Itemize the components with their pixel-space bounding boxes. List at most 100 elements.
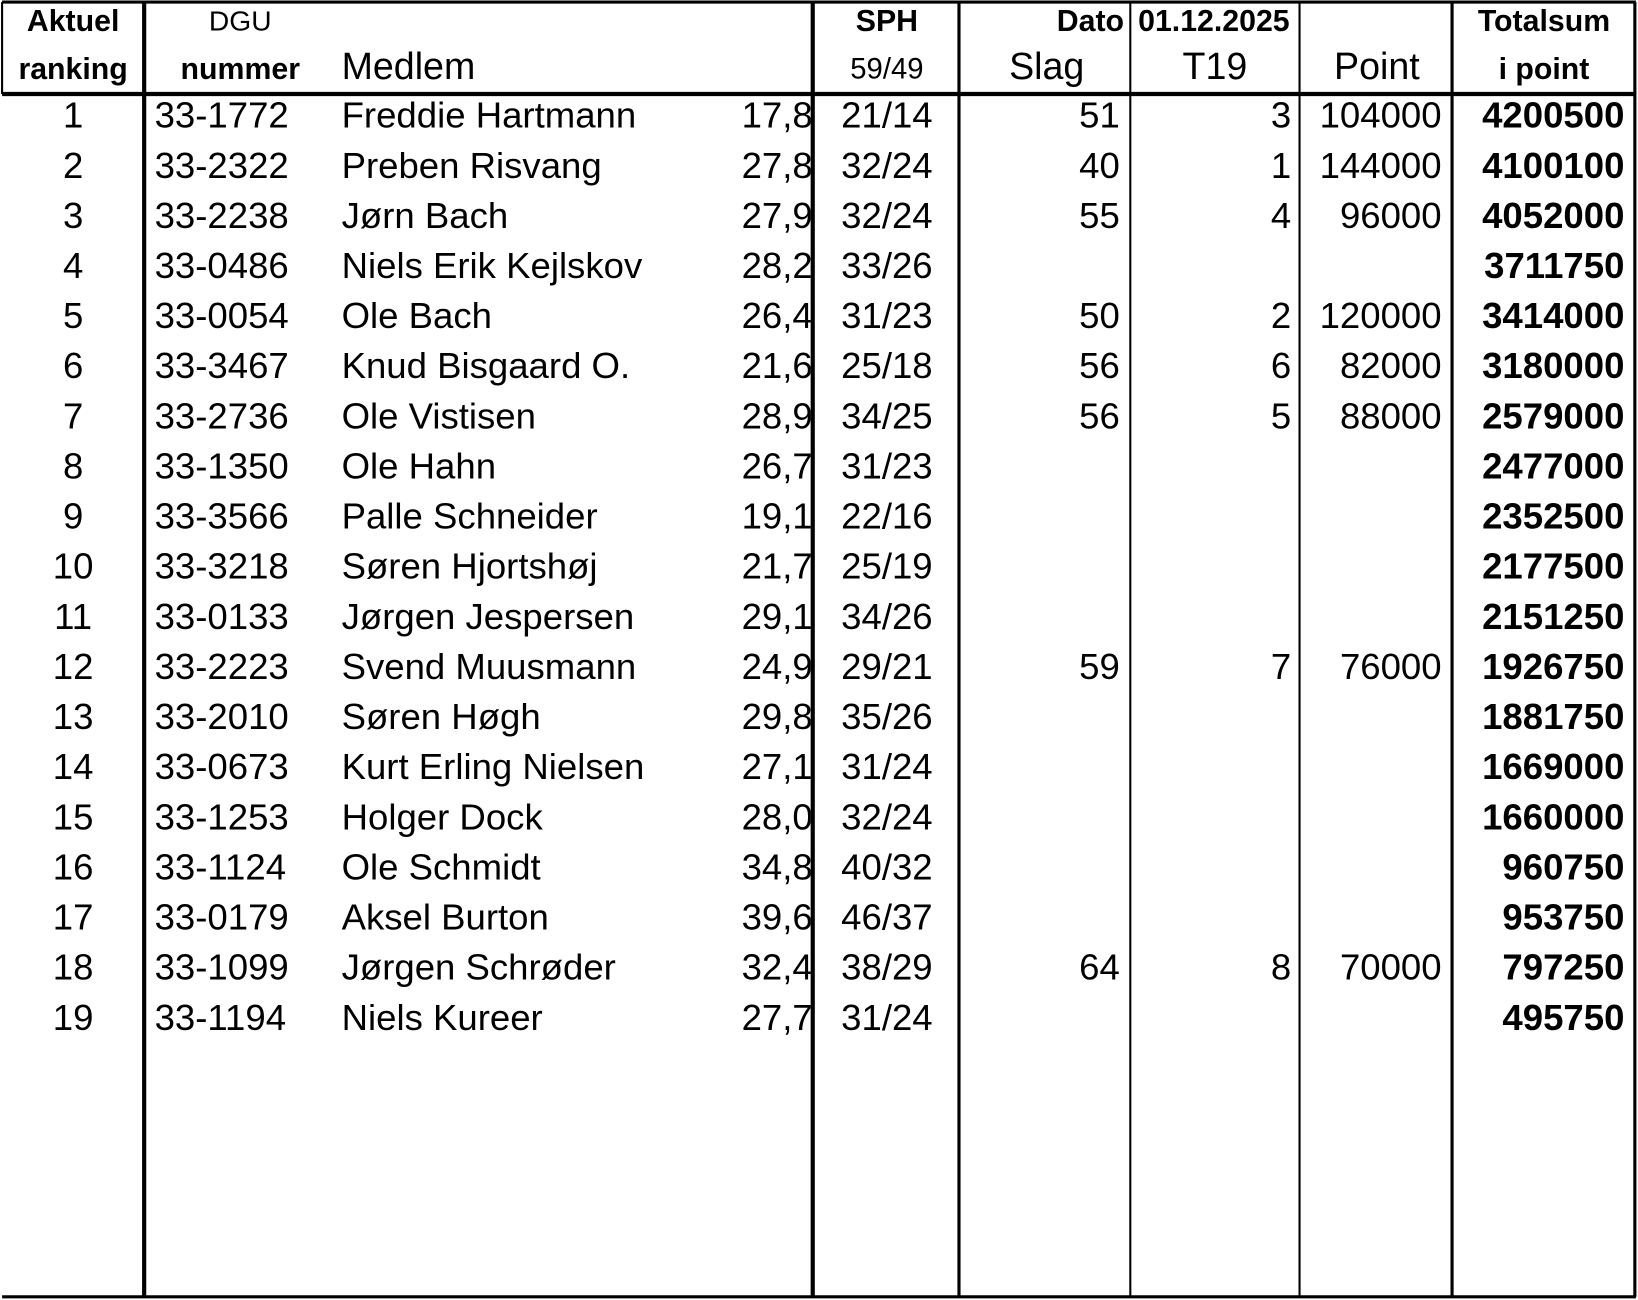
t19-cell: 4 — [1271, 195, 1291, 236]
rank-cell: 19 — [53, 997, 94, 1038]
sph-cell: 38/29 — [841, 947, 932, 988]
header-cell: Medlem — [342, 45, 476, 87]
handicap-cell: 21,6 — [742, 345, 813, 386]
header-cell: SPH — [856, 5, 918, 38]
total-cell: 1881750 — [1482, 696, 1624, 737]
member-cell: Søren Høgh — [342, 696, 541, 737]
total-cell: 4200500 — [1482, 95, 1624, 136]
sph-cell: 33/26 — [841, 245, 932, 286]
sph-cell: 31/24 — [841, 997, 932, 1038]
member-cell: Preben Risvang — [342, 145, 602, 186]
header-cell: i point — [1499, 53, 1590, 86]
strokes-cell: 51 — [1079, 95, 1120, 136]
header-cell: Dato — [1057, 5, 1124, 38]
t19-cell: 8 — [1271, 947, 1291, 988]
sph-cell: 31/23 — [841, 445, 932, 486]
handicap-cell: 32,4 — [742, 947, 813, 988]
dgu-cell: 33-0133 — [155, 596, 289, 637]
dgu-cell: 33-1099 — [155, 947, 289, 988]
member-cell: Ole Bach — [342, 295, 492, 336]
header-cell: Totalsum — [1478, 5, 1610, 38]
sph-cell: 21/14 — [841, 95, 932, 136]
points-cell: 70000 — [1340, 947, 1442, 988]
member-cell: Palle Schneider — [342, 496, 598, 537]
member-cell: Niels Erik Kejlskov — [342, 245, 643, 286]
points-cell: 104000 — [1320, 95, 1442, 136]
member-cell: Svend Muusmann — [342, 646, 637, 687]
handicap-cell: 26,7 — [742, 445, 813, 486]
rank-cell: 13 — [53, 696, 94, 737]
handicap-cell: 17,8 — [742, 95, 813, 136]
header-cell: Aktuel — [27, 5, 120, 38]
handicap-cell: 27,8 — [742, 145, 813, 186]
handicap-cell: 27,7 — [742, 997, 813, 1038]
strokes-cell: 55 — [1079, 195, 1120, 236]
member-cell: Søren Hjortshøj — [342, 546, 598, 587]
sph-cell: 29/21 — [841, 646, 932, 687]
total-cell: 953750 — [1502, 897, 1624, 938]
sph-cell: 25/18 — [841, 345, 932, 386]
header-cell: 01.12.2025 — [1138, 5, 1290, 38]
dgu-cell: 33-1772 — [155, 95, 289, 136]
strokes-cell: 50 — [1079, 295, 1120, 336]
rank-cell: 8 — [63, 445, 83, 486]
t19-cell: 1 — [1271, 145, 1291, 186]
t19-cell: 3 — [1271, 95, 1291, 136]
dgu-cell: 33-0054 — [155, 295, 289, 336]
dgu-cell: 33-2238 — [155, 195, 289, 236]
member-cell: Kurt Erling Nielsen — [342, 746, 645, 787]
strokes-cell: 59 — [1079, 646, 1120, 687]
rank-cell: 17 — [53, 897, 94, 938]
member-cell: Jørgen Jespersen — [342, 596, 635, 637]
rank-cell: 18 — [53, 947, 94, 988]
member-cell: Holger Dock — [342, 796, 544, 837]
t19-cell: 7 — [1271, 646, 1291, 687]
header-cell: nummer — [181, 53, 301, 86]
handicap-cell: 29,8 — [742, 696, 813, 737]
t19-cell: 6 — [1271, 345, 1291, 386]
header-cell: Point — [1334, 45, 1420, 87]
rank-cell: 3 — [63, 195, 83, 236]
dgu-cell: 33-3566 — [155, 496, 289, 537]
total-cell: 1669000 — [1482, 746, 1624, 787]
points-cell: 76000 — [1340, 646, 1442, 687]
dgu-cell: 33-1194 — [155, 997, 286, 1038]
dgu-cell: 33-2736 — [155, 395, 289, 436]
handicap-cell: 27,9 — [742, 195, 813, 236]
rank-cell: 1 — [63, 95, 83, 136]
points-cell: 144000 — [1320, 145, 1442, 186]
table-body: 1 33-1772 Freddie Hartmann 17,8 21/14 51 3 1040… — [53, 95, 1625, 1038]
total-cell: 960750 — [1502, 846, 1624, 887]
rank-cell: 7 — [63, 395, 83, 436]
dgu-cell: 33-0673 — [155, 746, 289, 787]
handicap-cell: 29,1 — [742, 596, 813, 637]
sph-cell: 32/24 — [841, 796, 932, 837]
handicap-cell: 28,0 — [742, 796, 813, 837]
rank-cell: 12 — [53, 646, 94, 687]
total-cell: 3414000 — [1482, 295, 1624, 336]
member-cell: Jørn Bach — [342, 195, 509, 236]
dgu-cell: 33-1124 — [155, 846, 286, 887]
dgu-cell: 33-1350 — [155, 445, 289, 486]
header-cell: ranking — [18, 53, 127, 86]
points-cell: 88000 — [1340, 395, 1442, 436]
handicap-cell: 27,1 — [742, 746, 813, 787]
header-cell: Slag — [1009, 45, 1084, 87]
total-cell: 2477000 — [1482, 445, 1624, 486]
rank-cell: 2 — [63, 145, 83, 186]
total-cell: 2151250 — [1482, 596, 1624, 637]
sph-cell: 34/26 — [841, 596, 932, 637]
rank-cell: 10 — [53, 546, 94, 587]
rank-cell: 16 — [53, 846, 94, 887]
header-cell: 59/49 — [850, 54, 923, 86]
total-cell: 1926750 — [1482, 646, 1624, 687]
total-cell: 2579000 — [1482, 395, 1624, 436]
total-cell: 2177500 — [1482, 546, 1624, 587]
member-cell: Freddie Hartmann — [342, 95, 637, 136]
dgu-cell: 33-0486 — [155, 245, 289, 286]
member-cell: Knud Bisgaard O. — [342, 345, 631, 386]
sph-cell: 32/24 — [841, 145, 932, 186]
sph-cell: 34/25 — [841, 395, 932, 436]
